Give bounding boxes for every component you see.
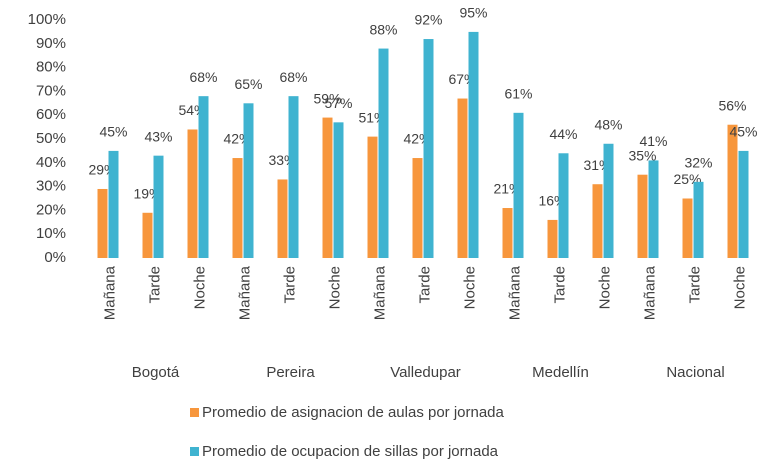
bar: [502, 208, 513, 258]
value-label: 43%: [144, 128, 172, 144]
value-label: 32%: [684, 155, 712, 171]
bar: [198, 96, 209, 258]
bar: [277, 179, 288, 258]
x-tick-label: Noche: [191, 266, 208, 309]
value-label: 45%: [99, 124, 127, 140]
bar: [423, 39, 434, 258]
bar: [97, 188, 108, 258]
value-label: 44%: [549, 126, 577, 142]
bar: [738, 150, 749, 258]
x-tick-label: Tarde: [146, 266, 163, 304]
x-tick-label: Noche: [731, 266, 748, 309]
bar: [468, 31, 479, 259]
x-tick-label: Mañana: [236, 265, 253, 320]
legend-label: Promedio de ocupacion de sillas por jorn…: [202, 443, 499, 460]
x-tick-label: Mañana: [101, 265, 118, 320]
bar: [513, 112, 524, 258]
bar: [378, 48, 389, 259]
x-tick-label: Tarde: [686, 266, 703, 304]
group-label: Pereira: [266, 364, 315, 381]
bar: [682, 198, 693, 258]
bar: [637, 174, 648, 258]
y-tick-label: 30%: [36, 178, 66, 195]
bar: [412, 158, 423, 258]
group-label: Bogotá: [132, 364, 180, 381]
bar: [187, 129, 198, 258]
x-tick-label: Mañana: [641, 265, 658, 320]
value-label: 65%: [234, 76, 262, 92]
y-tick-label: 90%: [36, 35, 66, 52]
value-label: 41%: [639, 133, 667, 149]
bar: [243, 103, 254, 258]
bar: [693, 181, 704, 258]
y-tick-label: 40%: [36, 154, 66, 171]
bar: [333, 122, 344, 258]
value-label: 68%: [279, 69, 307, 85]
bar: [558, 153, 569, 258]
value-label: 68%: [189, 69, 217, 85]
bar: [108, 150, 119, 258]
y-tick-label: 80%: [36, 59, 66, 76]
y-tick-label: 20%: [36, 201, 66, 218]
x-tick-label: Noche: [326, 266, 343, 309]
legend-label: Promedio de asignacion de aulas por jorn…: [202, 404, 505, 421]
legend-marker: [190, 447, 199, 456]
value-label: 61%: [504, 86, 532, 102]
y-tick-label: 10%: [36, 225, 66, 242]
group-label: Nacional: [666, 364, 724, 381]
bar: [592, 184, 603, 258]
x-tick-label: Noche: [461, 266, 478, 309]
x-tick-label: Mañana: [371, 265, 388, 320]
x-tick-label: Tarde: [416, 266, 433, 304]
x-tick-label: Tarde: [281, 266, 298, 304]
bar: [232, 158, 243, 258]
group-label: Valledupar: [390, 364, 461, 381]
bar: [727, 124, 738, 258]
value-label: 95%: [459, 5, 487, 21]
bar: [288, 96, 299, 258]
value-label: 88%: [369, 21, 397, 37]
x-tick-label: Tarde: [551, 266, 568, 304]
x-tick-label: Mañana: [506, 265, 523, 320]
y-tick-label: 70%: [36, 82, 66, 99]
bar: [153, 155, 164, 258]
bar: [142, 212, 153, 258]
value-label: 57%: [324, 95, 352, 111]
y-tick-label: 0%: [44, 249, 66, 266]
value-label: 59%: [313, 90, 341, 106]
value-label: 48%: [594, 116, 622, 132]
value-label: 56%: [718, 97, 746, 113]
bar: [603, 143, 614, 258]
bar: [457, 98, 468, 258]
y-tick-label: 50%: [36, 130, 66, 147]
legend-marker: [190, 408, 199, 417]
value-label: 35%: [628, 147, 656, 163]
bar: [322, 117, 333, 258]
value-label: 92%: [414, 12, 442, 28]
y-tick-label: 60%: [36, 106, 66, 123]
bar: [367, 136, 378, 258]
bar: [648, 160, 659, 258]
group-label: Medellín: [532, 364, 589, 381]
x-tick-label: Noche: [596, 266, 613, 309]
y-tick-label: 100%: [28, 11, 66, 28]
value-label: 45%: [729, 124, 757, 140]
bar: [547, 219, 558, 258]
